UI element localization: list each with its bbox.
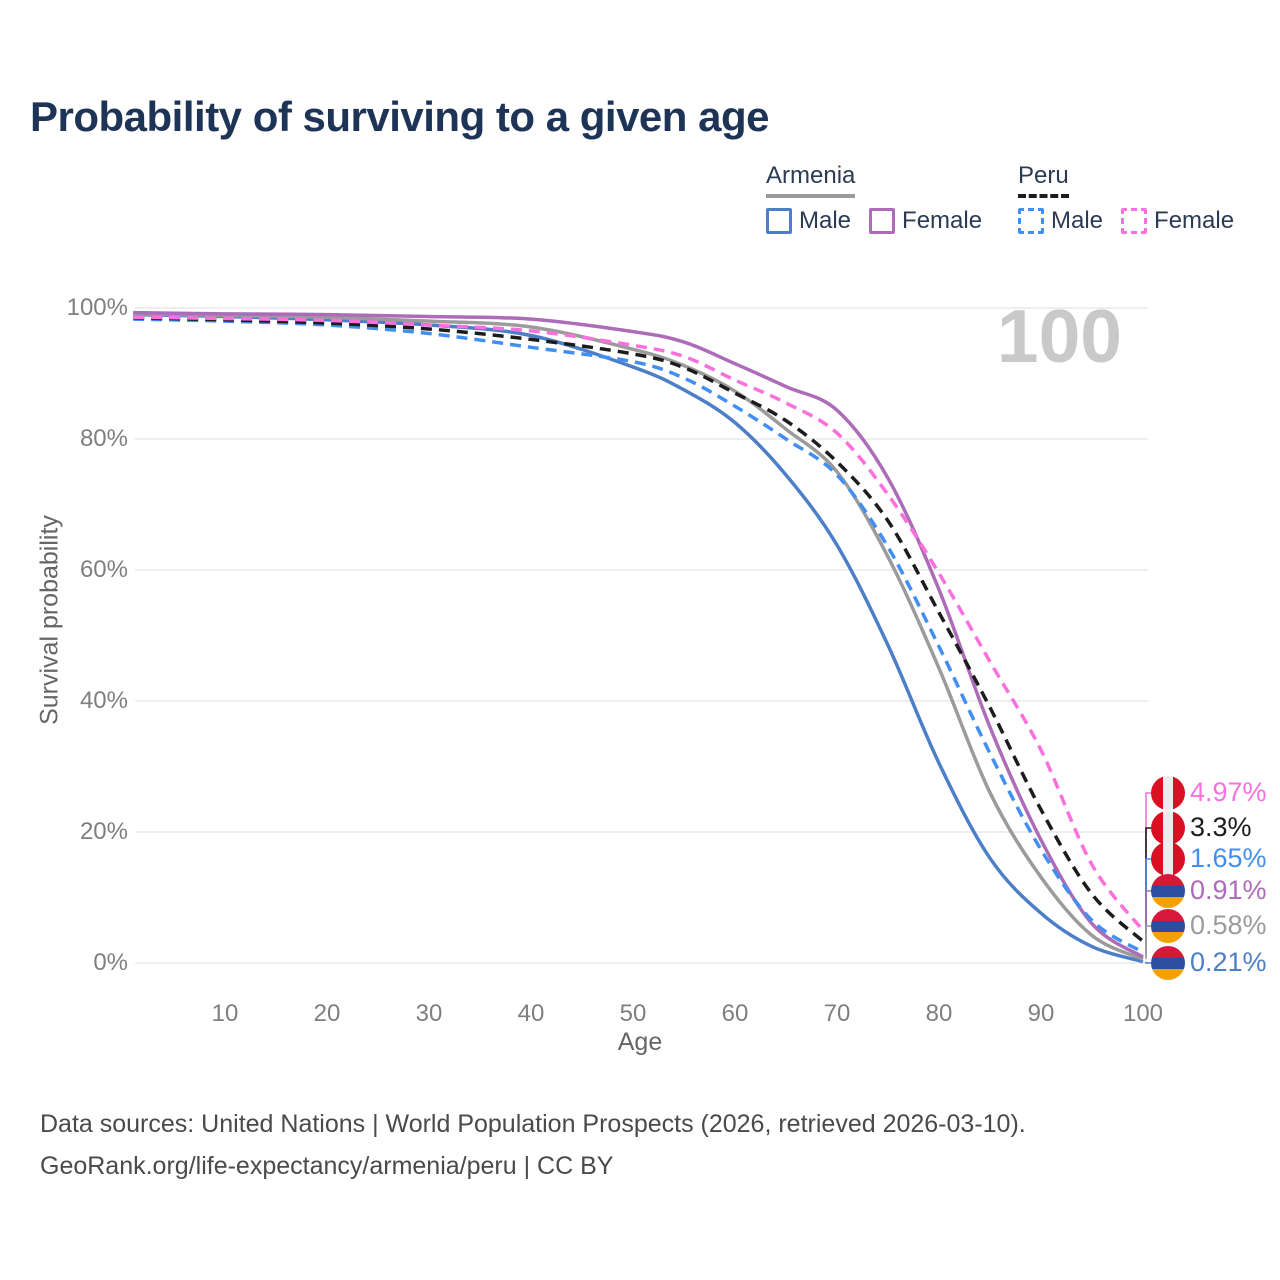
legend-item-armenia-male[interactable]: Male — [766, 207, 851, 235]
armenia-female-swatch-icon — [869, 208, 896, 234]
end-label-value: 0.58% — [1190, 910, 1267, 940]
legend-group-armenia: Armenia Male Female — [766, 162, 982, 235]
y-tick-label: 80% — [79, 425, 128, 452]
curves — [133, 310, 1145, 964]
age-watermark: 100 — [996, 294, 1122, 378]
legend-item-armenia-female[interactable]: Female — [869, 207, 982, 235]
legend-row-peru: Male Female — [1018, 207, 1234, 235]
curve-peru-female — [133, 315, 1145, 932]
footer-sources: Data sources: United Nations | World Pop… — [40, 1110, 1026, 1138]
y-tick-label: 100% — [66, 294, 128, 321]
legend-item-peru-male[interactable]: Male — [1018, 207, 1103, 235]
footer-attribution: GeoRank.org/life-expectancy/armenia/peru… — [40, 1152, 614, 1180]
end-label-connectors — [1145, 792, 1153, 964]
y-tick-label: 40% — [79, 687, 128, 714]
curve-armenia-female — [133, 310, 1144, 959]
legend-item-label: Male — [799, 207, 852, 234]
armenia-flag-icon — [1151, 946, 1185, 980]
x-tick-label: 20 — [313, 1000, 341, 1027]
x-tick-label: 80 — [925, 1000, 953, 1027]
x-tick-label: 10 — [211, 1000, 239, 1027]
legend-item-label: Female — [1154, 207, 1235, 234]
end-label-value: 0.21% — [1190, 947, 1267, 977]
x-tick-label: 70 — [823, 1000, 851, 1027]
x-tick-label: 50 — [619, 1000, 647, 1027]
x-axis-title: Age — [617, 1028, 663, 1056]
curve-armenia-male — [133, 312, 1144, 964]
curve-peru-total — [133, 316, 1145, 943]
peru-male-swatch-icon — [1018, 208, 1044, 234]
legend-group-peru: Peru Male Female — [1018, 162, 1234, 235]
y-tick-label: 60% — [79, 556, 128, 583]
peru-female-swatch-icon — [1121, 208, 1148, 234]
armenia-flag-icon — [1151, 909, 1185, 943]
y-axis-title: Survival probability — [35, 515, 64, 725]
curve-peru-male — [133, 317, 1144, 954]
end-label-value: 4.97% — [1190, 777, 1267, 807]
legend-item-peru-female[interactable]: Female — [1121, 207, 1234, 235]
end-label-value: 3.3% — [1190, 812, 1252, 842]
legend-header-armenia: Armenia — [766, 162, 856, 198]
armenia-male-swatch-icon — [766, 208, 792, 234]
end-label-value: 0.91% — [1190, 875, 1267, 905]
x-tick-label: 30 — [415, 1000, 443, 1027]
page-title: Probability of surviving to a given age — [30, 93, 769, 140]
x-tick-label: 60 — [721, 1000, 749, 1027]
curve-armenia-total — [133, 312, 1144, 961]
x-tick-label: 40 — [517, 1000, 545, 1027]
legend-item-label: Female — [902, 207, 983, 234]
peru-flag-icon — [1151, 811, 1185, 845]
peru-flag-icon — [1151, 776, 1185, 810]
legend-header-peru: Peru — [1018, 162, 1069, 198]
armenia-flag-icon — [1151, 874, 1185, 908]
y-tick-label: 20% — [79, 818, 128, 845]
y-tick-label: 0% — [93, 949, 128, 976]
legend-item-label: Male — [1051, 207, 1104, 234]
x-tick-label: 90 — [1027, 1000, 1055, 1027]
end-label-value: 1.65% — [1190, 843, 1267, 873]
peru-flag-icon — [1151, 842, 1185, 876]
legend-row-armenia: Male Female — [766, 207, 982, 235]
footer: Data sources: United Nations | World Pop… — [40, 1103, 1026, 1187]
x-tick-label: 100 — [1122, 1000, 1164, 1027]
